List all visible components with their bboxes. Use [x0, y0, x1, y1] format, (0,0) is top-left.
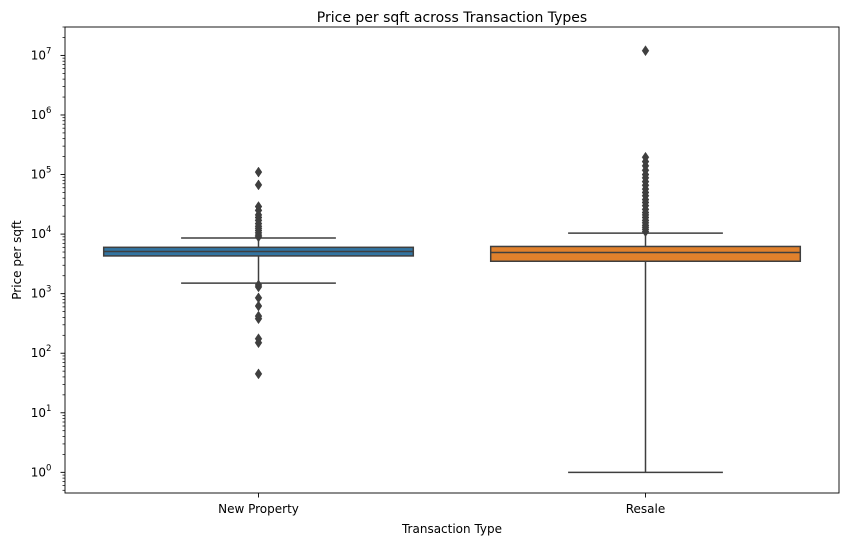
outlier-point: [254, 292, 263, 304]
x-tick-label: New Property: [218, 502, 299, 516]
y-tick-base: 10: [31, 465, 46, 479]
y-tick-exponent: 2: [46, 344, 51, 354]
y-tick-label: 10 2: [31, 344, 52, 360]
chart-title: Price per sqft across Transaction Types: [317, 10, 587, 26]
y-tick-base: 10: [31, 287, 46, 301]
y-tick-label: 10 5: [31, 166, 52, 182]
x-axis-label: Transaction Type: [401, 522, 502, 536]
box-group: [102, 45, 802, 474]
outlier-point: [254, 368, 263, 380]
outlier-point: [254, 179, 263, 191]
y-tick-base: 10: [31, 168, 46, 182]
y-tick-base: 10: [31, 346, 46, 360]
box-iqr: [489, 245, 802, 263]
outlier-point: [254, 201, 263, 213]
y-tick-label: 10 0: [31, 463, 52, 479]
box-new-property: [102, 166, 415, 380]
y-tick-label: 10 6: [31, 106, 52, 122]
outlier-point: [254, 333, 263, 345]
y-tick-exponent: 1: [46, 404, 51, 414]
x-axis: New Property Resale: [218, 493, 665, 516]
y-tick-exponent: 4: [46, 225, 51, 235]
outlier-point: [254, 166, 263, 178]
x-tick-label: Resale: [626, 502, 666, 516]
outlier-point: [254, 300, 263, 312]
y-tick-base: 10: [31, 48, 46, 62]
box-resale: [489, 45, 802, 474]
plot-area: [64, 26, 840, 494]
y-tick-exponent: 5: [46, 166, 51, 176]
y-tick-exponent: 7: [46, 46, 51, 56]
y-tick-exponent: 6: [46, 106, 51, 116]
y-tick-label: 10 3: [31, 285, 52, 301]
outlier-point: [641, 151, 650, 163]
y-tick-label: 10 1: [31, 404, 52, 420]
y-tick-base: 10: [31, 227, 46, 241]
y-axis-label: Price per sqft: [10, 220, 24, 300]
outlier-point: [254, 279, 263, 291]
y-tick-exponent: 0: [46, 463, 51, 473]
outlier-point: [254, 310, 263, 322]
outlier-point: [641, 45, 650, 57]
y-tick-base: 10: [31, 108, 46, 122]
y-tick-label: 10 7: [31, 46, 52, 62]
y-tick-base: 10: [31, 406, 46, 420]
y-tick-exponent: 3: [46, 285, 51, 295]
y-tick-label: 10 4: [31, 225, 52, 241]
